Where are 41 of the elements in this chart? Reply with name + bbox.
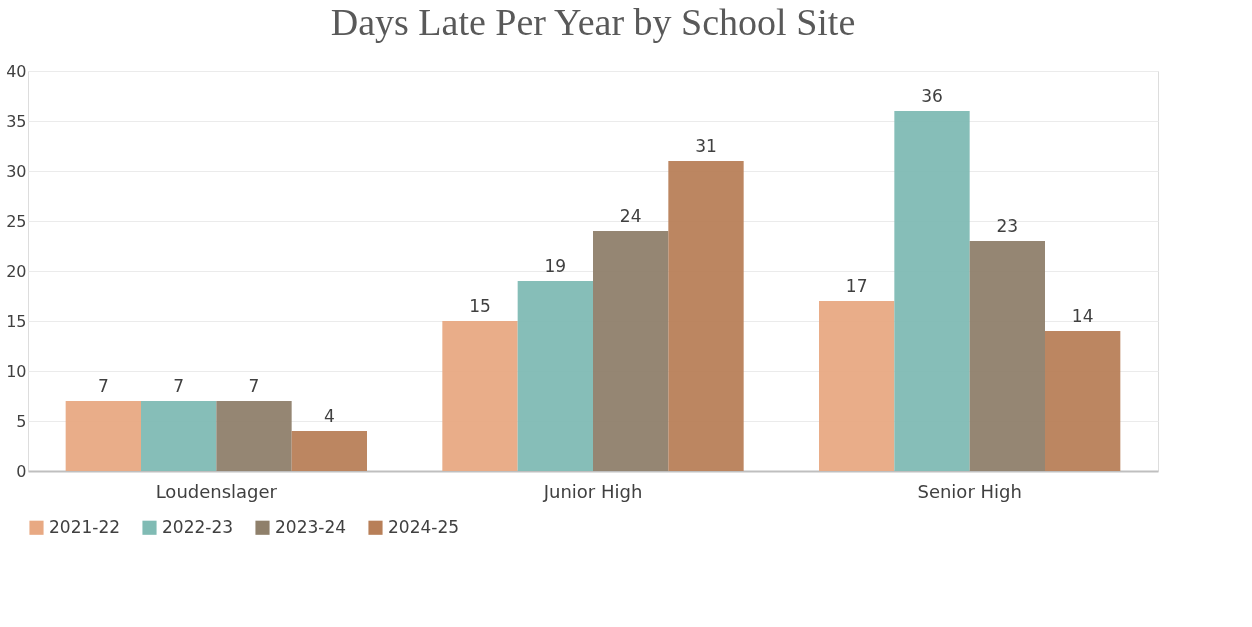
data-label: 15 [469,296,491,316]
bar [593,231,669,471]
bar [894,111,970,471]
data-label: 17 [845,276,868,296]
data-label: 14 [1071,306,1094,326]
data-label: 23 [996,216,1019,236]
data-label: 31 [695,136,717,156]
bar [668,161,744,471]
data-label: 19 [544,256,567,276]
y-tick-label: 0 [16,461,27,481]
chart-title: Days Late Per Year by School Site [330,1,856,43]
data-label: 36 [921,86,943,106]
bar [141,401,217,471]
y-tick-label: 20 [6,261,27,281]
y-tick-label: 30 [6,161,27,181]
legend-label: 2023-24 [275,516,347,537]
x-tick-label: Loudenslager [155,480,278,502]
bar [969,241,1045,471]
bar [517,281,593,471]
bar [216,401,292,471]
bar [442,321,518,471]
legend-label: 2024-25 [388,516,460,537]
x-tick-label: Senior High [917,480,1022,502]
y-tick-label: 40 [6,61,27,81]
y-tick-label: 10 [6,361,27,381]
y-tick-label: 25 [6,211,27,231]
data-label: 24 [619,206,642,226]
data-label: 7 [248,376,260,396]
y-tick-label: 35 [6,111,27,131]
bar [65,401,141,471]
x-tick-label: Junior High [542,480,643,502]
y-tick-label: 5 [16,411,27,431]
legend-label: 2021-22 [49,516,121,537]
legend-label: 2022-23 [162,516,234,537]
bar [1045,331,1121,471]
data-label: 7 [97,376,109,396]
data-label: 4 [323,406,335,426]
y-tick-label: 15 [6,311,27,331]
bar [819,301,895,471]
data-label: 7 [173,376,185,396]
bar [291,431,367,471]
